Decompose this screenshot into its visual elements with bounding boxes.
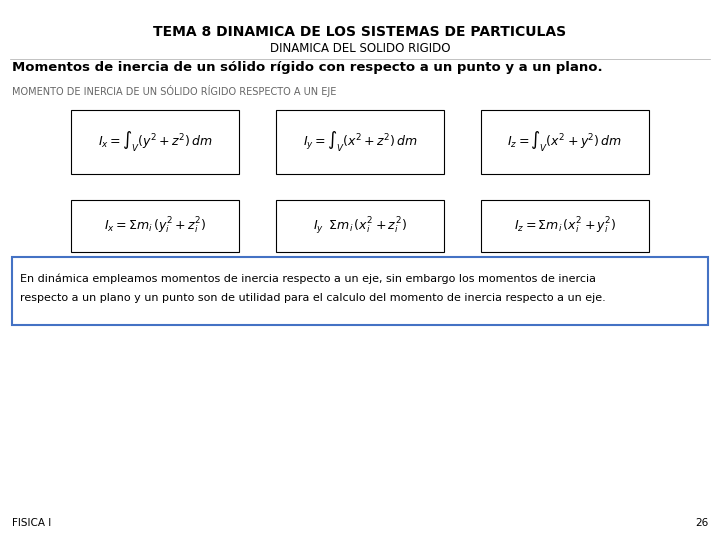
FancyBboxPatch shape bbox=[276, 110, 444, 174]
FancyBboxPatch shape bbox=[71, 110, 239, 174]
Text: $I_y = \int_V (x^2 + z^2)\, dm$: $I_y = \int_V (x^2 + z^2)\, dm$ bbox=[302, 130, 418, 154]
Text: respecto a un plano y un punto son de utilidad para el calculo del momento de in: respecto a un plano y un punto son de ut… bbox=[20, 293, 606, 303]
Text: FISICA I: FISICA I bbox=[12, 518, 51, 528]
Text: TEMA 8 DINAMICA DE LOS SISTEMAS DE PARTICULAS: TEMA 8 DINAMICA DE LOS SISTEMAS DE PARTI… bbox=[153, 25, 567, 39]
FancyBboxPatch shape bbox=[12, 257, 708, 325]
Text: $I_x = \int_V (y^2 + z^2)\, dm$: $I_x = \int_V (y^2 + z^2)\, dm$ bbox=[98, 130, 212, 154]
Text: Momentos de inercia de un sólido rígido con respecto a un punto y a un plano.: Momentos de inercia de un sólido rígido … bbox=[12, 61, 603, 74]
FancyBboxPatch shape bbox=[71, 200, 239, 252]
Text: DINAMICA DEL SOLIDO RIGIDO: DINAMICA DEL SOLIDO RIGIDO bbox=[270, 42, 450, 55]
Text: MOMENTO DE INERCIA DE UN SÓLIDO RÍGIDO RESPECTO A UN EJE: MOMENTO DE INERCIA DE UN SÓLIDO RÍGIDO R… bbox=[12, 85, 336, 97]
Text: En dinámica empleamos momentos de inercia respecto a un eje, sin embargo los mom: En dinámica empleamos momentos de inerci… bbox=[20, 273, 596, 284]
Text: 26: 26 bbox=[695, 518, 708, 528]
FancyBboxPatch shape bbox=[481, 110, 649, 174]
Text: $I_y \;\; \Sigma m_i\, (x_i^2 + z_i^2)$: $I_y \;\; \Sigma m_i\, (x_i^2 + z_i^2)$ bbox=[313, 215, 407, 237]
FancyBboxPatch shape bbox=[481, 200, 649, 252]
Text: $I_z = \Sigma m_i\, (x_i^2 + y_i^2)$: $I_z = \Sigma m_i\, (x_i^2 + y_i^2)$ bbox=[513, 216, 616, 236]
FancyBboxPatch shape bbox=[276, 200, 444, 252]
Text: $I_z = \int_V (x^2 + y^2)\, dm$: $I_z = \int_V (x^2 + y^2)\, dm$ bbox=[508, 130, 623, 154]
Text: $I_x = \Sigma m_i\, (y_i^2 + z_i^2)$: $I_x = \Sigma m_i\, (y_i^2 + z_i^2)$ bbox=[104, 216, 206, 236]
